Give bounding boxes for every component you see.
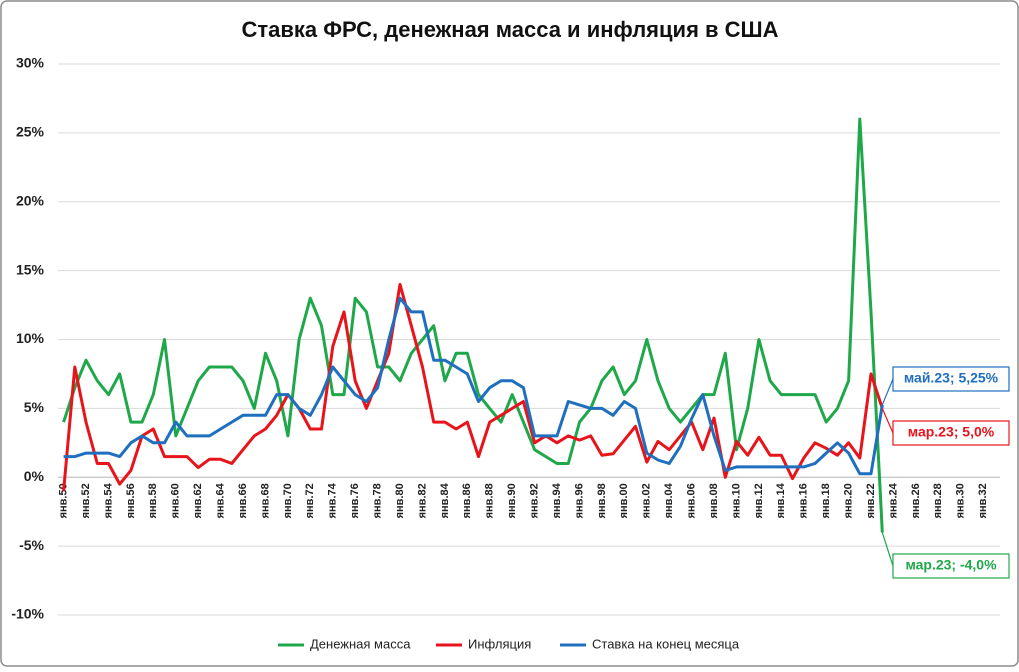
x-tick-label: янв.00 [618,483,630,518]
x-tick-label: янв.78 [372,483,384,518]
y-tick-label: 15% [16,261,45,277]
series-line [63,296,884,476]
series-line [62,282,884,492]
x-tick-label: янв.66 [237,483,249,518]
x-tick-label: янв.64 [215,482,227,518]
x-tick-label: янв.96 [573,483,585,518]
x-tick-label: янв.26 [910,483,922,518]
x-tick-label: янв.90 [506,483,518,518]
legend-label: Инфляция [468,636,531,651]
x-tick-label: янв.08 [708,483,720,518]
x-tick-label: янв.62 [192,483,204,518]
x-tick-label: янв.74 [327,482,339,518]
y-tick-label: 30% [16,55,45,71]
x-tick-label: янв.54 [102,482,114,518]
y-tick-label: -10% [11,606,44,622]
annotation-label: мар.23; -4,0% [905,557,997,573]
chart-title: Ставка ФРС, денежная масса и инфляция в … [241,17,778,42]
legend-label: Ставка на конец месяца [592,636,740,651]
x-tick-label: янв.30 [955,483,967,518]
annotation-box [892,366,1010,392]
x-tick-label: янв.68 [259,483,271,518]
x-tick-label: янв.92 [529,483,541,518]
x-tick-label: янв.18 [820,483,832,518]
x-tick-label: янв.16 [798,483,810,518]
legend-label: Денежная масса [310,636,411,651]
x-tick-label: янв.10 [730,483,742,518]
x-tick-label: янв.20 [843,483,855,518]
annotation-leader [881,378,894,406]
y-tick-label: -5% [19,537,44,553]
annotation-box [892,553,1010,579]
annotation-label: мар.23; 5,0% [908,424,995,440]
x-tick-label: янв.24 [887,482,899,518]
x-tick-label: янв.86 [461,483,473,518]
series-line [62,117,884,533]
x-tick-label: янв.84 [439,482,451,518]
x-tick-label: янв.72 [304,483,316,518]
x-tick-label: янв.12 [753,483,765,518]
annotation-box [892,420,1010,446]
x-tick-label: янв.04 [663,482,675,518]
x-tick-label: янв.80 [394,483,406,518]
x-tick-label: янв.32 [977,483,989,518]
x-tick-label: янв.02 [641,483,653,518]
y-tick-label: 0% [24,468,45,484]
x-tick-label: янв.98 [596,483,608,518]
y-tick-label: 5% [24,399,45,415]
x-tick-label: янв.76 [349,483,361,518]
y-tick-label: 10% [16,330,45,346]
x-tick-label: янв.60 [170,483,182,518]
x-tick-label: янв.14 [775,482,787,518]
y-tick-label: 25% [16,124,45,140]
x-tick-label: янв.06 [686,483,698,518]
annotation-label: май.23; 5,25% [904,370,999,386]
x-tick-label: янв.58 [147,483,159,518]
x-tick-label: янв.94 [551,482,563,518]
x-tick-label: янв.50 [58,483,70,518]
annotation-leader [881,408,894,434]
annotation-leader [881,532,894,567]
x-tick-label: янв.88 [484,483,496,518]
x-tick-label: янв.22 [865,483,877,518]
x-tick-label: янв.82 [416,483,428,518]
x-tick-label: янв.70 [282,483,294,518]
x-tick-label: янв.56 [125,483,137,518]
x-tick-label: янв.28 [932,483,944,518]
x-tick-label: янв.52 [80,483,92,518]
y-tick-label: 20% [16,192,45,208]
